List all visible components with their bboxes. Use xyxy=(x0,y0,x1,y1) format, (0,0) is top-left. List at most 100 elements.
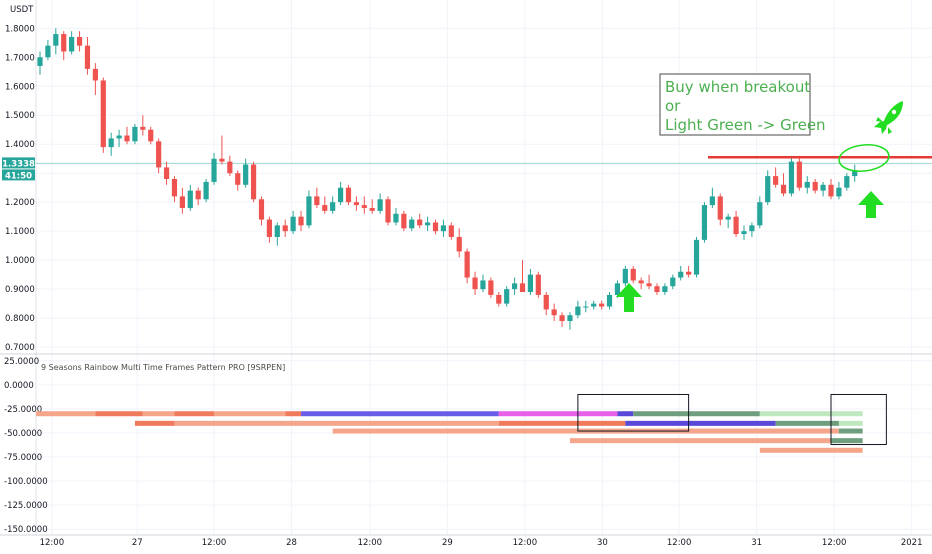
candle-body xyxy=(512,283,518,290)
time-tick-label: 12:00 xyxy=(822,538,847,548)
candle-body xyxy=(725,216,731,220)
indicator-band-segment xyxy=(625,420,776,426)
indicator-band-segment xyxy=(759,447,863,453)
indicator-tick-label: -25.0000 xyxy=(4,405,42,415)
indicator-band-segment xyxy=(775,420,839,426)
indicator-band-segment xyxy=(633,411,760,417)
candle-body xyxy=(314,196,320,206)
candle-body xyxy=(662,286,668,293)
indicator-band-segment xyxy=(174,411,215,417)
candle-body xyxy=(424,222,431,226)
candle-body xyxy=(116,135,122,139)
indicator-band-segment xyxy=(838,420,863,426)
price-tick-label: 0.8000 xyxy=(5,314,35,324)
indicator-tick-label: -75.0000 xyxy=(4,453,42,463)
candle-body xyxy=(757,202,763,226)
indicator-tick-label: -50.0000 xyxy=(4,429,42,439)
currency-label: USDT xyxy=(10,5,34,15)
candle-body xyxy=(76,36,83,46)
time-tick-label: 28 xyxy=(286,538,297,548)
candle-body xyxy=(630,268,636,281)
candle-body xyxy=(393,213,399,223)
candle-body xyxy=(37,57,43,66)
candle-body xyxy=(179,196,185,208)
time-tick-label: 12:00 xyxy=(358,538,383,548)
price-tick-label: 1.2000 xyxy=(5,198,35,208)
candle-body xyxy=(330,202,336,211)
candle-body xyxy=(211,158,217,182)
indicator-band-segment xyxy=(838,428,863,434)
candle-body xyxy=(693,239,700,275)
indicator-band-segment xyxy=(285,411,302,417)
time-tick-label: 30 xyxy=(597,538,608,548)
time-tick-label: 27 xyxy=(132,538,143,548)
price-grid xyxy=(36,0,932,534)
time-tick-label: 12:00 xyxy=(667,538,692,548)
candle-body xyxy=(227,161,233,174)
candle-body xyxy=(377,199,383,211)
candle-body xyxy=(504,289,510,304)
price-tick-label: 1.6000 xyxy=(5,82,35,92)
indicator-boxes xyxy=(577,393,887,446)
candle-body xyxy=(599,303,605,307)
candle-body xyxy=(686,271,692,275)
candle-body xyxy=(258,199,265,220)
candle-body xyxy=(559,315,565,322)
price-tick-label: 1.5000 xyxy=(5,111,35,121)
candle-body xyxy=(45,45,51,58)
candle-body xyxy=(124,135,130,142)
indicator-title: 9 Seasons Rainbow Multi Time Frames Patt… xyxy=(41,363,285,372)
time-tick-label: 12:00 xyxy=(202,538,227,548)
indicator-band-segment xyxy=(569,438,831,444)
candle-body xyxy=(361,205,367,208)
price-tick-label: 1.4000 xyxy=(5,140,35,150)
candle-body xyxy=(353,202,359,206)
candle-body xyxy=(132,126,138,142)
candle-body xyxy=(61,34,67,52)
candle-body xyxy=(156,141,162,168)
time-tick-label: 31 xyxy=(751,538,762,548)
candle-body xyxy=(298,216,304,226)
candle-body xyxy=(409,219,415,229)
candle-body xyxy=(852,170,858,177)
candle-body xyxy=(266,219,272,237)
candle-body xyxy=(583,306,589,308)
indicator-band-segment xyxy=(498,411,618,417)
indicator-tick-label: -150.0000 xyxy=(4,525,48,535)
price-tag-text: 1.3338 xyxy=(2,159,35,169)
buy-arrow-icon xyxy=(616,283,642,312)
indicator-band-segment xyxy=(95,411,143,417)
candle-body xyxy=(219,158,225,162)
candle-body xyxy=(290,216,296,232)
candle-body xyxy=(140,126,146,130)
candle-body xyxy=(551,309,557,316)
candle-body xyxy=(567,315,573,322)
annotation-line-1: Buy when breakout xyxy=(665,78,810,96)
candle-body xyxy=(527,274,534,293)
candle-body xyxy=(575,306,581,316)
candle-body xyxy=(53,34,59,46)
candle-body xyxy=(92,68,98,81)
candle-body xyxy=(108,138,114,148)
buy-arrow-icon xyxy=(858,191,884,218)
price-axis: 0.70000.80000.90001.00001.10001.20001.30… xyxy=(5,0,37,535)
candle-body xyxy=(606,294,613,307)
candle-body xyxy=(203,181,209,200)
indicator-band-segment xyxy=(838,411,863,417)
price-tick-label: 1.0000 xyxy=(5,256,35,266)
candle-body xyxy=(717,196,723,220)
candle-body xyxy=(773,176,779,185)
candle-body xyxy=(701,205,708,240)
candle-body xyxy=(472,277,478,290)
candle-body xyxy=(804,181,810,188)
candle-body xyxy=(709,196,715,206)
indicator-axis: 25.0000 0.0000 -25.0000 -50.0000 -75.0000 -10… xyxy=(4,357,48,535)
candle-body xyxy=(765,176,771,203)
candle-body xyxy=(163,167,170,179)
candle-body xyxy=(250,164,257,200)
price-tick-label: 1.8000 xyxy=(5,24,35,34)
candle-body xyxy=(654,286,660,293)
candle-body xyxy=(448,225,454,237)
indicator-band-segment xyxy=(498,420,626,426)
price-tick-label: 1.1000 xyxy=(5,227,35,237)
